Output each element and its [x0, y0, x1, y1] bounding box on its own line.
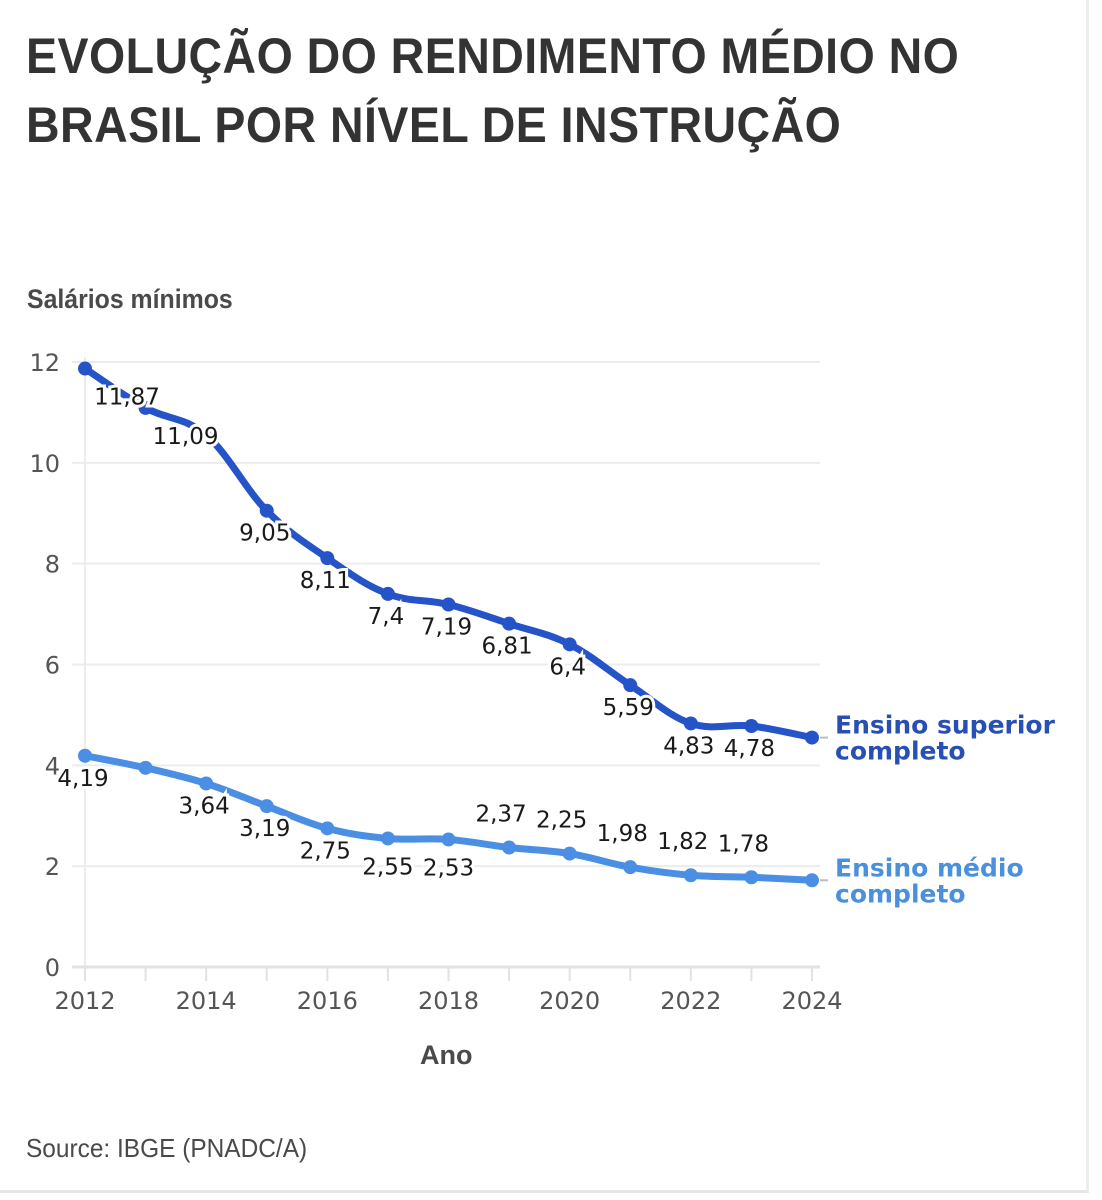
- data-label: 9,05: [239, 521, 290, 547]
- y-tick-label: 12: [29, 349, 60, 377]
- x-tick-label: 2024: [781, 987, 842, 1015]
- data-point: [380, 831, 395, 846]
- data-label: 4,78: [724, 736, 775, 762]
- y-tick-label: 8: [45, 551, 60, 579]
- data-point: [320, 821, 335, 836]
- x-tick-label: 2014: [176, 987, 237, 1015]
- data-point: [78, 748, 92, 763]
- data-point: [562, 637, 577, 652]
- x-tick-label: 2018: [418, 987, 479, 1015]
- data-point: [138, 400, 153, 415]
- data-point: [259, 503, 274, 518]
- data-point: [744, 870, 759, 885]
- legend-label: completo: [835, 879, 966, 908]
- data-point: [683, 868, 698, 883]
- data-point: [320, 551, 335, 566]
- data-label: 7,4: [368, 604, 405, 630]
- data-point: [805, 730, 819, 745]
- data-label: 6,4: [549, 654, 586, 680]
- data-label: 2,53: [423, 855, 474, 881]
- data-label: 4,19: [57, 766, 108, 792]
- data-point: [78, 361, 92, 376]
- data-label: 6,81: [481, 634, 532, 660]
- y-axis-ticks: 0 2 4 6 8 10 12: [29, 349, 60, 982]
- x-tick-label: 2022: [660, 987, 721, 1015]
- data-point: [623, 678, 638, 693]
- x-tick-label: 2016: [297, 987, 358, 1015]
- data-label: 7,19: [421, 615, 472, 641]
- data-label: 2,75: [300, 838, 351, 864]
- x-axis: 2012 2014 2016 2018 2020 2022 2024: [54, 967, 843, 1015]
- source-note: Source: IBGE (PNADC/A): [26, 1133, 308, 1163]
- y-tick-label: 0: [45, 954, 60, 982]
- gridlines: [72, 357, 820, 969]
- legend-label: completo: [835, 737, 966, 766]
- data-point: [441, 597, 456, 612]
- data-point: [259, 799, 274, 814]
- data-label: 11,87: [94, 385, 160, 411]
- data-label: 1,98: [597, 821, 648, 847]
- data-label: 1,82: [657, 829, 708, 855]
- x-axis-title: Ano: [420, 1040, 473, 1070]
- data-point: [441, 832, 456, 847]
- data-label: 2,55: [362, 854, 413, 880]
- y-axis-title: Salários mínimos: [27, 284, 233, 314]
- x-tick-label: 2012: [54, 987, 115, 1015]
- data-point: [380, 586, 395, 601]
- data-label: 8,11: [300, 568, 351, 594]
- legend-label: Ensino superior: [835, 711, 1056, 740]
- data-point: [562, 846, 577, 861]
- data-point: [502, 616, 517, 631]
- data-label: 2,25: [536, 808, 587, 834]
- data-label: 3,19: [239, 816, 290, 842]
- data-point: [138, 760, 153, 775]
- data-point: [199, 776, 214, 791]
- chart-title: EVOLUÇÃO DO RENDIMENTO MÉDIO NO BRASIL P…: [26, 28, 960, 153]
- data-label: 1,78: [718, 831, 769, 857]
- data-label: 5,59: [603, 695, 654, 721]
- data-label: 2,37: [475, 802, 526, 828]
- data-point: [683, 716, 698, 731]
- data-label: 3,64: [179, 793, 230, 819]
- data-point: [199, 428, 214, 443]
- y-tick-label: 4: [45, 752, 60, 780]
- y-tick-label: 6: [45, 652, 60, 680]
- data-point: [623, 860, 638, 875]
- data-label: 11,09: [153, 424, 219, 450]
- data-label: 4,83: [663, 733, 714, 759]
- legend-label: Ensino médio: [835, 853, 1024, 882]
- y-tick-label: 2: [45, 853, 60, 881]
- series-layer: [78, 361, 819, 888]
- y-tick-label: 10: [29, 450, 60, 478]
- data-labels: 11,87 11,09 9,05 8,11 7,4 7,19 6,81 6,4 5,59 4,83…: [54, 382, 778, 885]
- data-point: [805, 873, 819, 888]
- x-tick-label: 2020: [539, 987, 600, 1015]
- data-point: [744, 719, 759, 734]
- data-point: [502, 840, 517, 855]
